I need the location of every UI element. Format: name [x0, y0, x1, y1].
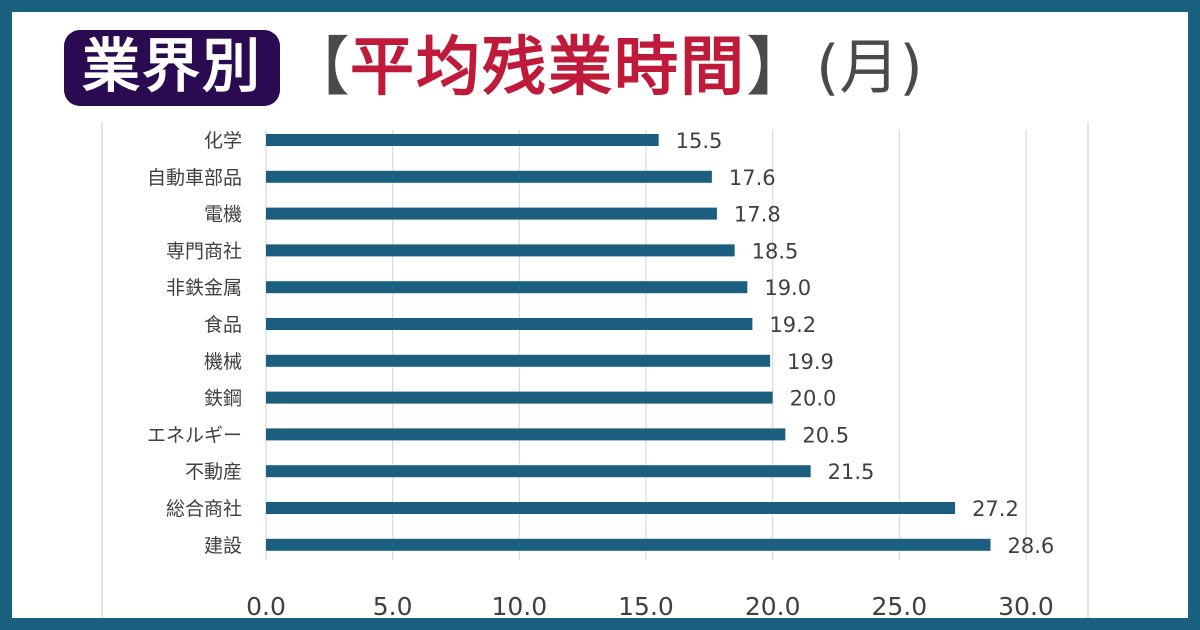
bar: [266, 281, 748, 294]
category-label: エネルギー: [147, 424, 242, 446]
value-label: 27.2: [972, 497, 1019, 521]
category-label: 機械: [204, 351, 242, 373]
bar: [266, 207, 717, 220]
title-bracket-open: 【: [286, 31, 351, 105]
category-label: 専門商社: [166, 240, 242, 262]
bar: [266, 538, 991, 551]
value-label: 18.5: [752, 239, 799, 263]
title-highlight: 平均残業時間: [350, 31, 747, 105]
bar-chart: 0.0 5.0 10.0 15.0 20.0 25.0 30.0 化学 15.5 自動車部品 17.…: [101, 122, 1089, 618]
bar: [266, 354, 771, 367]
value-label: 21.5: [828, 460, 875, 484]
category-label: 自動車部品: [147, 167, 242, 189]
bar: [266, 465, 811, 478]
category-label: 不動産: [185, 461, 242, 483]
category-label: 食品: [204, 314, 242, 336]
x-tick-label: 15.0: [618, 592, 674, 618]
value-label: 17.8: [734, 203, 781, 227]
bar: [266, 134, 659, 146]
bar: [266, 391, 773, 404]
value-label: 20.5: [802, 423, 849, 447]
title-bracket-close: 】: [746, 31, 811, 105]
value-label: 28.6: [1008, 534, 1055, 558]
x-tick-label: 20.0: [745, 592, 801, 618]
bar: [266, 502, 956, 514]
value-label: 19.2: [769, 313, 816, 337]
x-tick-label: 5.0: [373, 592, 413, 618]
bar: [266, 244, 735, 257]
bar: [266, 170, 712, 183]
x-tick-label: 0.0: [246, 592, 286, 618]
category-label: 総合商社: [166, 498, 242, 520]
category-label: 建設: [204, 535, 242, 557]
x-tick-label: 25.0: [871, 592, 927, 618]
category-label: 非鉄金属: [166, 277, 242, 299]
x-tick-label: 30.0: [998, 592, 1054, 618]
bar: [266, 318, 753, 330]
title-main: 【 平均残業時間 】 (月): [286, 36, 923, 100]
x-tick-label: 10.0: [491, 592, 547, 618]
chart-frame: 業界別 【 平均残業時間 】 (月) 0.0 5.0 10.0 15.0 20.0 25.…: [12, 12, 1188, 618]
category-label: 化学: [204, 130, 242, 152]
category-label: 鉄鋼: [204, 388, 242, 410]
bar: [266, 428, 786, 441]
title-row: 業界別 【 平均残業時間 】 (月): [64, 18, 923, 118]
value-label: 19.0: [764, 276, 811, 300]
value-label: 17.6: [729, 166, 776, 190]
value-label: 20.0: [790, 387, 837, 411]
category-label: 電機: [204, 204, 242, 226]
title-badge: 業界別: [64, 29, 281, 107]
title-suffix: (月): [816, 33, 923, 103]
value-label: 15.5: [676, 129, 723, 153]
value-label: 19.9: [787, 350, 834, 374]
